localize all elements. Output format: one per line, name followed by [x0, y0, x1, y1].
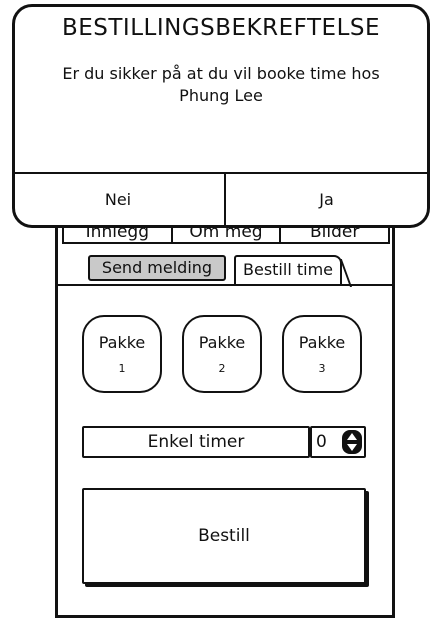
package-number: 1 [118, 362, 126, 375]
quantity-stepper[interactable]: 0 [310, 426, 366, 458]
package-list: Pakke 1 Pakke 2 Pakke 3 [82, 315, 362, 395]
stepper-buttons[interactable] [342, 430, 362, 454]
quantity-value: 0 [316, 432, 327, 452]
dialog-divider [15, 172, 427, 174]
tab-book-appointment[interactable]: Bestill time [234, 255, 342, 285]
package-card-3[interactable]: Pakke 3 [282, 315, 362, 393]
package-number: 2 [218, 362, 226, 375]
package-card-2[interactable]: Pakke 2 [182, 315, 262, 393]
dialog-message: Er du sikker på at du vil booke time hos… [62, 64, 380, 105]
tab-content-divider [58, 284, 392, 286]
action-tab-bar: Send melding Bestill time [88, 255, 388, 285]
no-button[interactable]: Nei [15, 174, 221, 225]
yes-button[interactable]: Ja [224, 174, 427, 225]
decrement-arrow-icon[interactable] [347, 444, 357, 451]
single-hours-row: Enkel timer 0 [82, 426, 372, 458]
package-number: 3 [318, 362, 326, 375]
tab-send-message[interactable]: Send melding [88, 255, 226, 281]
booking-screen: Innlegg Om meg Bilder Send melding Besti… [55, 200, 395, 618]
order-button[interactable]: Bestill [82, 488, 366, 584]
package-card-1[interactable]: Pakke 1 [82, 315, 162, 393]
increment-arrow-icon[interactable] [347, 433, 357, 440]
package-name: Pakke [198, 333, 246, 352]
package-name: Pakke [98, 333, 146, 352]
booking-confirmation-dialog: BESTILLINGSBEKREFTELSE Er du sikker på a… [12, 4, 430, 228]
single-hours-label: Enkel timer [82, 426, 310, 458]
dialog-title: BESTILLINGSBEKREFTELSE [61, 15, 381, 41]
package-name: Pakke [298, 333, 346, 352]
